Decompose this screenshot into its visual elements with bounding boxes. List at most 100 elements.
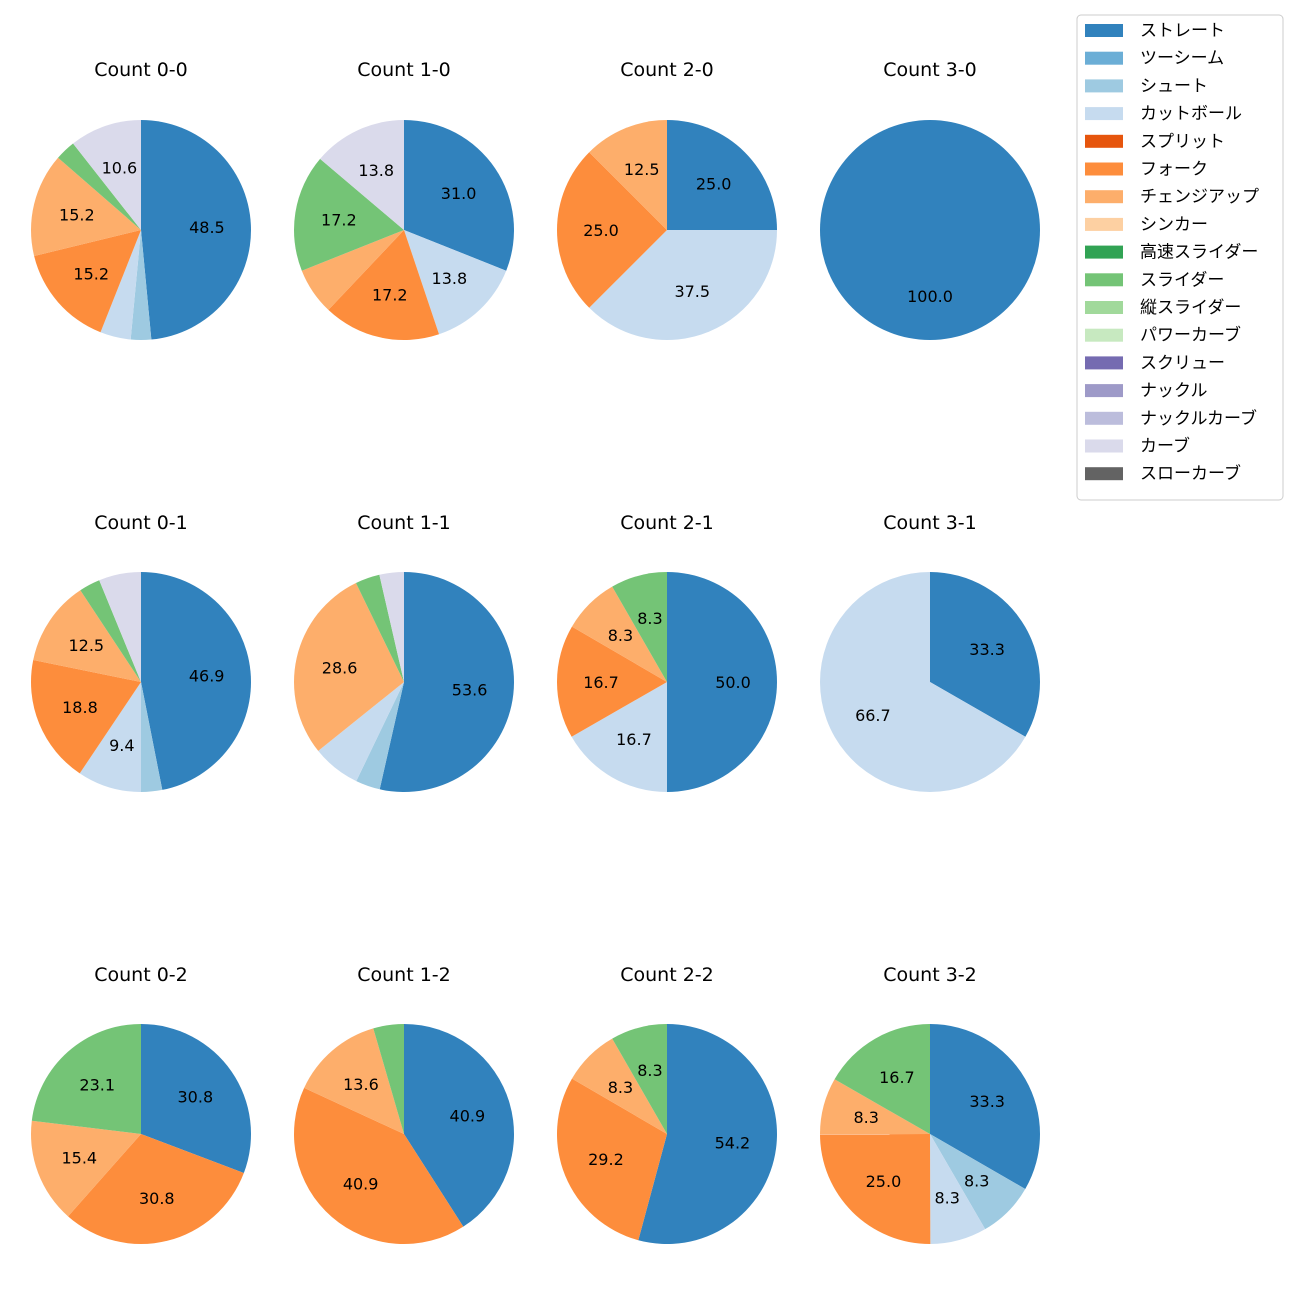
legend-label: チェンジアップ xyxy=(1140,187,1259,207)
pie-slice xyxy=(557,1078,667,1241)
pie-slice xyxy=(355,574,404,682)
chart-title: Count 0-0 xyxy=(94,59,188,81)
legend-swatch xyxy=(1085,134,1123,148)
pie-slice xyxy=(379,572,404,682)
pie-slice xyxy=(373,1024,404,1134)
chart-title: Count 1-0 xyxy=(357,59,451,81)
legend-swatch xyxy=(1085,439,1123,453)
pie-slice xyxy=(404,230,507,335)
pie-slice xyxy=(556,626,667,737)
pie-slice xyxy=(556,152,667,308)
legend-label: 高速スライダー xyxy=(1140,243,1258,263)
pie-slice xyxy=(571,682,667,792)
pie-slice xyxy=(30,1120,141,1217)
legend-label: 縦スライダー xyxy=(1140,298,1241,318)
pie-slice xyxy=(33,590,141,682)
pie-slice xyxy=(79,682,141,792)
chart-title: Count 1-2 xyxy=(357,964,451,986)
slice-label: 12.5 xyxy=(624,160,660,179)
slice-label: 16.7 xyxy=(616,730,652,749)
legend-label: ナックル xyxy=(1140,381,1208,401)
pie-slice xyxy=(404,120,514,271)
pie-slice xyxy=(68,1134,244,1245)
legend-label: カットボール xyxy=(1140,104,1242,124)
slice-label: 8.3 xyxy=(637,609,662,628)
slice-label: 8.3 xyxy=(608,626,633,645)
pie-slice xyxy=(404,1024,514,1227)
slice-label: 16.7 xyxy=(583,673,619,692)
legend-swatch xyxy=(1085,190,1123,204)
slice-label: 25.0 xyxy=(866,1172,902,1191)
legend-label: シンカー xyxy=(1140,215,1208,235)
pie-slice xyxy=(30,157,141,257)
pie-slice xyxy=(930,1134,986,1244)
chart-title: Count 2-1 xyxy=(620,512,714,534)
slice-label: 15.2 xyxy=(73,264,109,283)
slice-label: 40.9 xyxy=(343,1175,379,1194)
slice-label: 8.3 xyxy=(935,1189,960,1208)
pie-slice xyxy=(328,230,440,340)
slice-label: 25.0 xyxy=(583,221,619,240)
pie-slice xyxy=(834,1024,930,1134)
pie-chart: Count 2-1 50.0 16.7 16.7 8.38.3 xyxy=(556,512,777,792)
slice-label: 46.9 xyxy=(189,667,225,686)
pie-slice xyxy=(100,230,141,340)
slice-label: 100.0 xyxy=(907,287,953,306)
legend-swatch xyxy=(1085,467,1123,481)
pie-slice xyxy=(31,1024,141,1134)
chart-title: Count 3-0 xyxy=(883,59,977,81)
pie-chart: Count 2-2 54.2 29.2 8.38.3 xyxy=(557,964,777,1244)
pie-chart: Count 0-2 30.8 30.8 15.4 23.1 xyxy=(30,964,252,1245)
pie-slice xyxy=(612,1024,667,1134)
legend-swatch xyxy=(1085,384,1123,398)
legend-swatch xyxy=(1085,411,1123,425)
chart-title: Count 1-1 xyxy=(357,512,451,534)
chart-title: Count 2-2 xyxy=(620,964,714,986)
pie-slice xyxy=(819,1079,930,1135)
slice-label: 15.4 xyxy=(61,1148,97,1167)
slice-label: 33.3 xyxy=(969,640,1005,659)
pie-slice xyxy=(141,682,163,792)
chart-title: Count 0-1 xyxy=(94,512,188,534)
pie-chart: Count 0-1 46.9 9.4 18.8 12.5 xyxy=(31,512,252,792)
pie-slice xyxy=(571,1038,667,1134)
pie-slice xyxy=(34,230,141,333)
pie-slice xyxy=(589,120,667,230)
pie-slice xyxy=(80,580,141,682)
slice-label: 13.8 xyxy=(432,269,468,288)
slice-label: 37.5 xyxy=(674,282,710,301)
chart-title: Count 3-2 xyxy=(883,964,977,986)
pie-slice xyxy=(612,572,667,682)
pie-slice xyxy=(820,572,1026,792)
pie-chart: Count 3-1 33.3 66.7 xyxy=(820,512,1041,792)
legend-label: パワーカーブ xyxy=(1140,325,1241,346)
slice-label: 17.2 xyxy=(372,285,408,304)
slice-label: 50.0 xyxy=(715,673,751,692)
pie-slice xyxy=(667,120,777,230)
slice-label: 18.8 xyxy=(62,698,98,717)
legend-swatch xyxy=(1085,328,1123,342)
slice-label: 40.9 xyxy=(450,1106,486,1125)
legend: ストレートツーシームシュートカットボールスプリットフォークチェンジアップシンカー… xyxy=(1076,14,1284,501)
pie-slice xyxy=(141,1024,252,1174)
pie-chart: Count 1-0 31.0 13.8 17.2 17.2 13.8 xyxy=(294,59,514,340)
legend-label: スプリット xyxy=(1140,132,1225,152)
legend-label: スライダー xyxy=(1140,270,1224,290)
pie-chart: Count 0-0 48.5 15.2 15.2 10.6 xyxy=(30,59,251,340)
pie-slice xyxy=(930,1024,1040,1189)
legend-label: スクリュー xyxy=(1140,353,1225,373)
slice-label: 15.2 xyxy=(59,205,95,224)
slice-label: 25.0 xyxy=(696,174,732,193)
legend-label: スローカーブ xyxy=(1140,463,1241,484)
legend-swatch xyxy=(1085,273,1123,287)
pie-slice xyxy=(301,230,404,310)
slice-label: 8.3 xyxy=(637,1061,662,1080)
pie-chart: Count 1-1 53.6 28.6 xyxy=(294,512,515,792)
pie-slice xyxy=(99,572,141,682)
pie-slice xyxy=(73,120,141,230)
legend-label: フォーク xyxy=(1140,160,1208,180)
pie-slice xyxy=(304,1028,404,1134)
charts-layer: Count 0-0 48.5 15.2 15.2 10.6 Count 1-0 31.0 13… xyxy=(30,59,1041,1245)
pie-slice xyxy=(379,572,515,792)
pie-slice xyxy=(571,586,667,682)
